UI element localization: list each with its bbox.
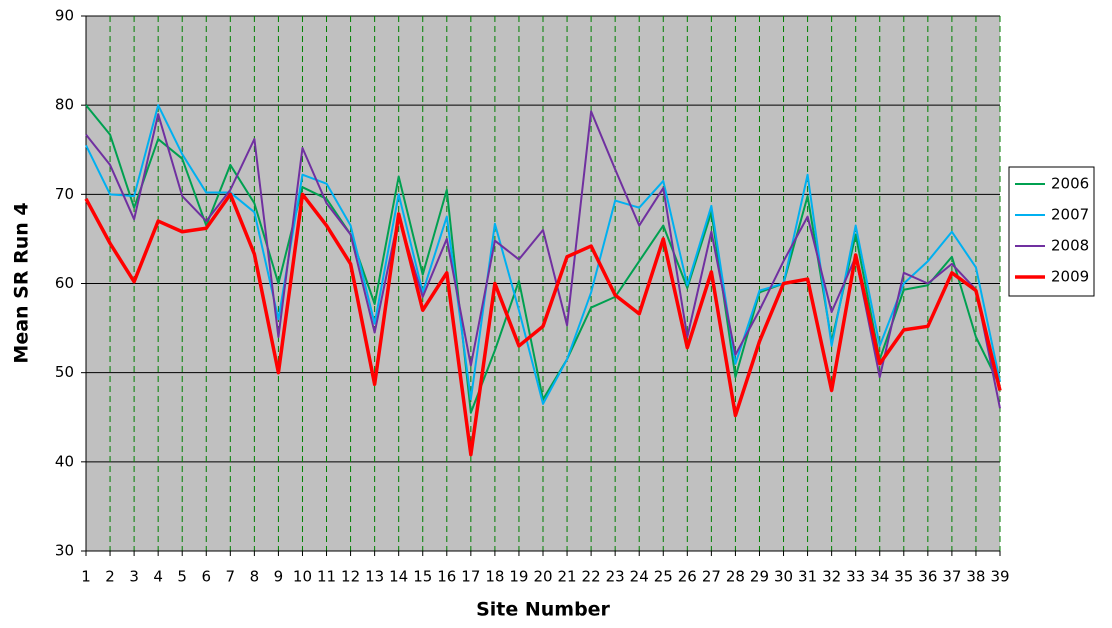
y-tick-label: 30 [55,542,74,560]
x-tick-label: 39 [990,568,1009,586]
x-tick-label: 25 [654,568,673,586]
x-tick-label: 6 [201,568,211,586]
x-tick-label: 11 [317,568,336,586]
x-tick-label: 33 [846,568,865,586]
x-tick-label: 15 [413,568,432,586]
x-tick-label: 22 [582,568,601,586]
x-tick-label: 30 [774,568,793,586]
series-line [85,110,1001,409]
x-tick-label: 20 [533,568,552,586]
x-tick-label: 1 [81,568,91,586]
x-tick-label: 28 [726,568,745,586]
legend-label: 2006 [1051,175,1089,193]
y-tick-label: 70 [55,185,74,203]
x-tick-label: 9 [274,568,284,586]
x-tick-label: 27 [702,568,721,586]
y-tick-label: 50 [55,363,74,381]
x-tick-label: 8 [250,568,260,586]
x-tick-label: 12 [341,568,360,586]
x-tick-label: 19 [509,568,528,586]
series-line [85,104,1001,405]
x-tick-label: 10 [293,568,312,586]
x-tick-label: 38 [966,568,985,586]
series-line [84,192,1002,457]
x-tick-label: 34 [870,568,889,586]
y-tick-label: 40 [55,452,74,470]
x-tick-label: 16 [437,568,456,586]
y-axis-title: Mean SR Run 4 [11,202,33,363]
x-tick-label: 26 [678,568,697,586]
x-tick-label: 23 [606,568,625,586]
y-tick-label: 60 [55,274,74,292]
x-tick-label: 18 [485,568,504,586]
y-tick-label: 80 [55,96,74,114]
legend-label: 2008 [1051,237,1089,255]
legend-box [1008,166,1095,297]
x-tick-label: 17 [461,568,480,586]
x-tick-label: 14 [389,568,408,586]
x-tick-label: 21 [558,568,577,586]
x-tick-label: 32 [822,568,841,586]
x-axis-title: Site Number [476,599,610,621]
y-tick-label: 90 [55,7,74,25]
x-tick-label: 24 [630,568,649,586]
x-tick-label: 3 [129,568,139,586]
x-tick-label: 35 [894,568,913,586]
legend-label: 2009 [1051,268,1089,286]
legend-label: 2007 [1051,206,1089,224]
x-tick-label: 4 [153,568,163,586]
x-tick-label: 31 [798,568,817,586]
x-tick-label: 37 [942,568,961,586]
x-tick-label: 36 [918,568,937,586]
x-tick-label: 29 [750,568,769,586]
x-tick-label: 7 [226,568,236,586]
x-tick-label: 13 [365,568,384,586]
x-tick-label: 5 [177,568,187,586]
x-tick-label: 2 [105,568,115,586]
